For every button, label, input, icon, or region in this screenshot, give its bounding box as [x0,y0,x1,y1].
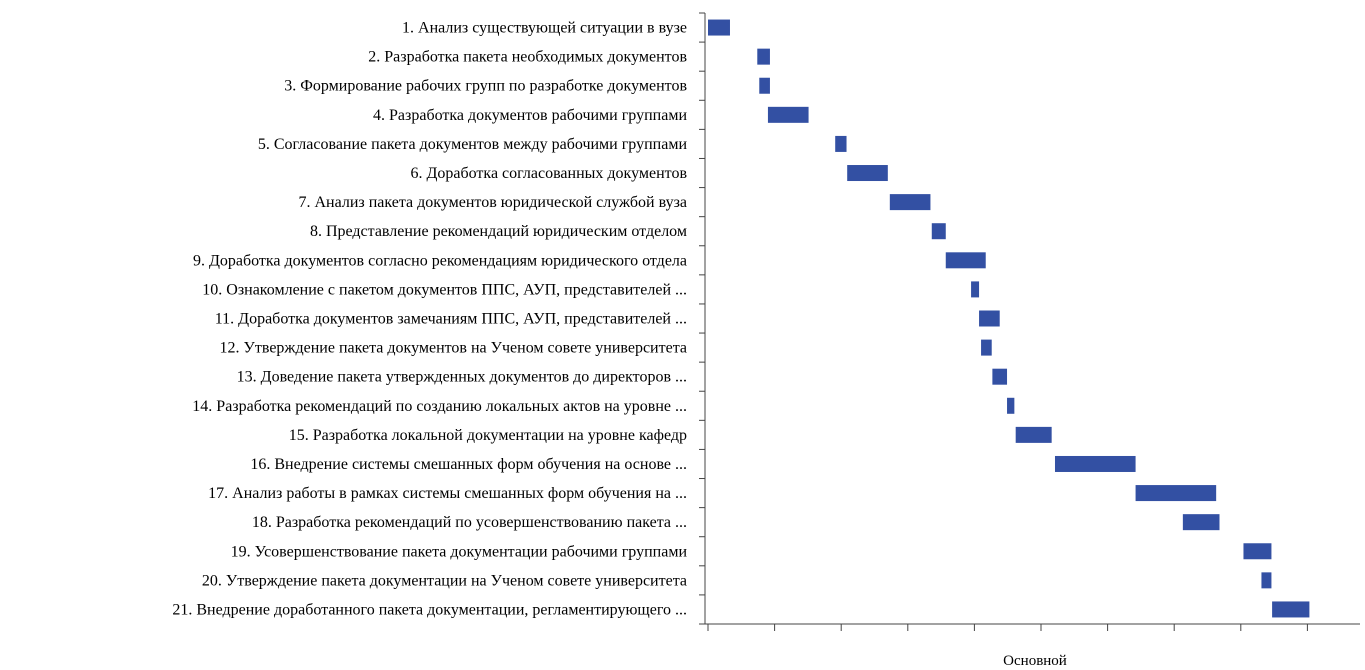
chart-axes [699,12,1360,631]
task-label: 14. Разработка рекомендаций по созданию … [192,398,687,415]
task-label: 6. Доработка согласованных документов [410,165,687,182]
task-bar [1054,455,1136,472]
task-label: 19. Усовершенствование пакета документац… [231,543,688,560]
task-label: 3. Формирование рабочих групп по разрабо… [284,78,687,95]
task-label: 17. Анализ работы в рамках системы смеша… [208,485,687,502]
task-bar [1261,572,1272,589]
task-bar [931,223,946,240]
task-label: 1. Анализ существующей ситуации в вузе [402,20,687,37]
task-label: 18. Разработка рекомендаций по усовершен… [252,514,687,531]
task-label: 7. Анализ пакета документов юридической … [299,194,688,211]
task-label: 9. Доработка документов согласно рекомен… [193,252,687,269]
task-bar [759,77,770,94]
task-label: 8. Представление рекомендаций юридически… [310,223,687,240]
task-bar [1015,426,1052,443]
task-label: 4. Разработка документов рабочими группа… [373,107,687,124]
task-label: 20. Утверждение пакета документации на У… [202,572,687,589]
task-bar [757,48,770,65]
task-label: 21. Внедрение доработанного пакета докум… [172,601,687,618]
task-bar [979,310,1000,327]
task-bar [1243,543,1272,560]
task-label: 16. Внедрение системы смешанных форм обу… [250,456,687,473]
task-bar [889,194,931,211]
task-label: 10. Ознакомление с пакетом документов ПП… [202,281,687,298]
task-label: 13. Доведение пакета утвержденных докуме… [237,369,687,386]
task-label: 5. Согласование пакета документов между … [258,136,688,153]
task-label: 15. Разработка локальной документации на… [289,427,687,444]
task-bar [835,135,847,152]
legend-label: Основной [1003,653,1067,669]
task-labels: 1. Анализ существующей ситуации в вузе 2.… [172,20,687,619]
task-bar [1007,397,1015,414]
task-bar [945,252,986,269]
task-bars [708,19,1310,618]
task-bar [992,368,1008,385]
task-bar [1272,601,1310,618]
task-bar [1135,485,1217,502]
task-bar [767,106,809,123]
task-bar [981,339,992,356]
task-bar [971,281,980,298]
task-bar [847,165,888,182]
task-label: 2. Разработка пакета необходимых докумен… [368,49,687,66]
task-label: 11. Доработка документов замечаниям ППС,… [215,311,687,328]
task-bar [1182,514,1220,531]
task-bar [708,19,730,36]
task-label: 12. Утверждение пакета документов на Уче… [220,340,687,357]
